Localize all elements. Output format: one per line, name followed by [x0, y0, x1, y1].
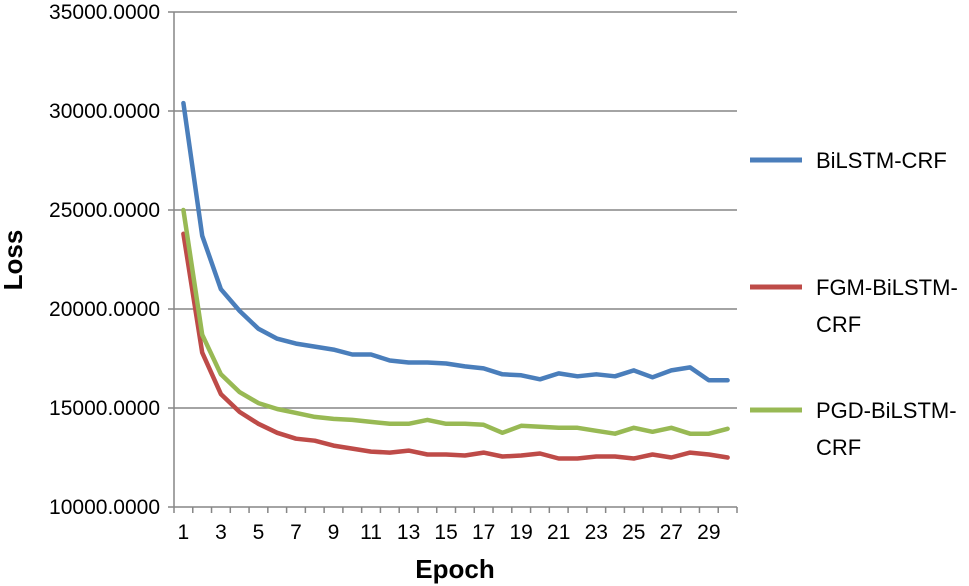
x-tick-label: 9 [328, 521, 340, 544]
x-tick-label: 5 [253, 521, 265, 544]
legend: BiLSTM-CRF FGM-BiLSTM- CRF PGD-BiLSTM- CRF [750, 148, 958, 460]
y-tick-label: 20000.0000 [49, 298, 160, 321]
x-tick-label: 3 [215, 521, 227, 544]
y-tick-label: 35000.0000 [49, 1, 160, 24]
y-tick-label: 15000.0000 [49, 397, 160, 420]
x-tick-label: 29 [697, 521, 720, 544]
x-tick-label: 15 [434, 521, 457, 544]
x-tick-label: 11 [360, 521, 382, 544]
legend-label: CRF [816, 312, 861, 337]
x-tick-label: 21 [547, 521, 570, 544]
y-axis-title: Loss [0, 230, 28, 291]
series-line-pgd-bilstm-crf [181, 207, 730, 436]
x-tick-label: 7 [290, 521, 302, 544]
series-lines [181, 100, 730, 461]
x-tick-label: 19 [510, 521, 533, 544]
x-tick-label: 23 [585, 521, 608, 544]
legend-label: FGM-BiLSTM- [816, 275, 958, 300]
x-tick-label: 25 [622, 521, 645, 544]
legend-label: PGD-BiLSTM- [816, 398, 957, 423]
y-axis-ticks: 10000.0000 15000.0000 20000.0000 25000.0000… [49, 1, 174, 519]
x-tick-label: 13 [397, 521, 420, 544]
x-axis-title: Epoch [415, 554, 494, 584]
y-tick-label: 25000.0000 [49, 199, 160, 222]
x-tick-label: 27 [660, 521, 683, 544]
y-tick-label: 30000.0000 [49, 100, 160, 123]
series-line-fgm-bilstm-crf [181, 231, 730, 461]
x-axis-ticks: 1 3 5 7 9 11 13 15 17 19 21 23 25 27 29 [173, 507, 738, 544]
y-tick-label: 10000.0000 [49, 496, 160, 519]
gridlines [174, 11, 737, 409]
legend-label: BiLSTM-CRF [816, 148, 947, 173]
x-tick-label: 1 [178, 521, 190, 544]
series-line-bilstm-crf [181, 100, 730, 383]
x-tick-label: 17 [472, 521, 495, 544]
legend-label: CRF [816, 435, 861, 460]
